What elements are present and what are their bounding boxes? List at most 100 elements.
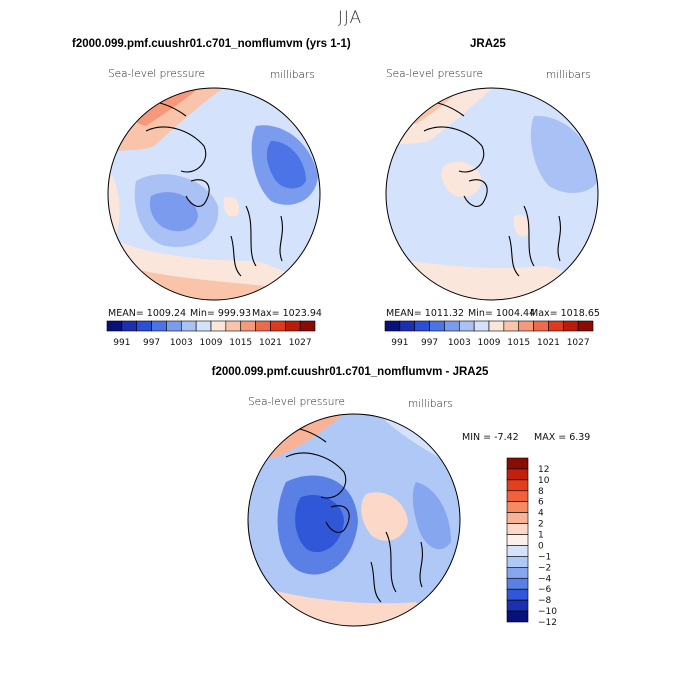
panel1-low-siberia-core [266, 141, 306, 189]
panel2-low-siberia [530, 115, 598, 193]
colorbar-tick-label: 1009 [200, 338, 223, 348]
colorbar-swatch [473, 320, 490, 332]
colorbar-swatch [180, 320, 197, 332]
colorbar-tick-label: 991 [113, 338, 130, 348]
colorbar-swatch [284, 320, 301, 332]
colorbar-tick-label: 1 [538, 531, 544, 541]
colorbar-tick-label: 1003 [170, 338, 193, 348]
panel3-polar-map [247, 413, 461, 627]
colorbar-swatch [506, 479, 529, 492]
panel3-neg-greenland-core [295, 494, 344, 553]
colorbar-tick-label: 997 [421, 338, 438, 348]
colorbar-tick-label: 1027 [289, 338, 312, 348]
panel1-polar-map [107, 87, 321, 301]
colorbar-tick-label: −6 [538, 585, 552, 595]
colorbar-tick-label: 997 [143, 338, 160, 348]
panel3-pos-barents [361, 492, 408, 541]
panel1-mean: MEAN= 1009.24 [108, 308, 187, 319]
panel1-map-border [107, 87, 321, 301]
colorbar-tick-label: −4 [538, 574, 552, 584]
colorbar-swatch [384, 320, 401, 332]
panel3-title: f2000.099.pmf.cuushr01.c701_nomflumvm - … [211, 366, 489, 378]
colorbar-tick-label: 10 [538, 476, 550, 486]
colorbar-swatch [506, 523, 529, 535]
colorbar-tick-label: −8 [538, 596, 552, 606]
colorbar-swatch [506, 490, 529, 503]
colorbar-swatch [458, 320, 475, 332]
panel3-units-label: millibars [408, 398, 453, 410]
panel2-high-barents [513, 214, 530, 237]
colorbar-swatch [195, 320, 212, 332]
panel1-colorbar: 991997100310091015102110271033 [106, 320, 316, 348]
colorbar-swatch [506, 512, 529, 524]
colorbar-swatch [503, 320, 520, 332]
colorbar-swatch [136, 320, 152, 332]
colorbar-swatch [429, 320, 445, 332]
panel1-min: Min= 999.93 [190, 308, 252, 319]
colorbar-swatch [518, 320, 534, 332]
colorbar-tick-label: 1021 [259, 338, 282, 348]
colorbar-swatch [562, 320, 579, 332]
colorbar-swatch [270, 320, 286, 332]
colorbar-tick-label: −2 [538, 563, 551, 573]
colorbar-swatch [506, 599, 529, 612]
colorbar-tick-label: −10 [538, 607, 557, 617]
colorbar-tick-label: 1015 [229, 338, 252, 348]
colorbar-tick-label: −1 [538, 552, 551, 562]
panel3-min: MIN = -7.42 [462, 432, 519, 443]
colorbar-swatch [414, 320, 430, 332]
colorbar-tick-label: 0 [538, 541, 544, 551]
panel1-title: f2000.099.pmf.cuushr01.c701_nomflumvm (y… [72, 38, 351, 50]
panel2-mean: MEAN= 1011.32 [386, 308, 465, 319]
colorbar-tick-label: 8 [538, 487, 544, 497]
colorbar-tick-label: 2 [538, 520, 544, 530]
panel1-variable-label: Sea-level pressure [108, 68, 206, 80]
panel2-title: JRA25 [470, 38, 506, 50]
colorbar-tick-label: 991 [391, 338, 408, 348]
colorbar-tick-label: 6 [538, 498, 544, 508]
colorbar-swatch [299, 320, 316, 332]
colorbar-swatch [506, 588, 529, 601]
colorbar-swatch [533, 320, 549, 332]
colorbar-swatch [151, 320, 167, 332]
panel2-units-label: millibars [546, 69, 591, 81]
colorbar-tick-label: 1015 [507, 338, 530, 348]
panel2-map-border [385, 87, 599, 301]
colorbar-tick-label: 1009 [478, 338, 501, 348]
colorbar-swatch [506, 501, 529, 513]
colorbar-swatch [506, 545, 529, 557]
colorbar-swatch [506, 610, 529, 623]
panel2-variable-label: Sea-level pressure [386, 68, 484, 80]
panel2-colorbar: 991997100310091015102110271033 [384, 320, 594, 348]
panel2-polar-map [385, 87, 599, 301]
panel3-max: MAX = 6.39 [534, 432, 591, 443]
panel2-min: Min= 1004.44 [468, 308, 536, 319]
panel1-high-barents [223, 196, 240, 217]
colorbar-tick-label: 1003 [448, 338, 471, 348]
colorbar-swatch [506, 556, 529, 568]
colorbar-tick-label: 12 [538, 465, 549, 475]
colorbar-swatch [506, 534, 529, 546]
panel1-low-greenland-core [149, 192, 198, 232]
panel3-map-border [247, 413, 461, 627]
colorbar-tick-label: 4 [538, 509, 544, 519]
colorbar-swatch [488, 320, 505, 332]
colorbar-swatch [240, 320, 256, 332]
colorbar-swatch [225, 320, 242, 332]
panel3-variable-label: Sea-level pressure [248, 396, 346, 408]
colorbar-tick-label: −12 [538, 618, 557, 626]
panel1-max: Max= 1023.94 [252, 308, 322, 319]
colorbar-swatch [444, 320, 460, 332]
colorbar-tick-label: 1021 [537, 338, 560, 348]
colorbar-tick-label: 1027 [567, 338, 590, 348]
main-title: JJA [337, 8, 363, 28]
panel3-neg-east [412, 482, 451, 550]
colorbar-swatch [506, 567, 529, 579]
colorbar-swatch [506, 457, 529, 470]
panel2-max: Max= 1018.65 [530, 308, 600, 319]
colorbar-swatch [506, 577, 529, 590]
panel1-units-label: millibars [270, 69, 315, 81]
colorbar-swatch [121, 320, 138, 332]
colorbar-swatch [399, 320, 416, 332]
